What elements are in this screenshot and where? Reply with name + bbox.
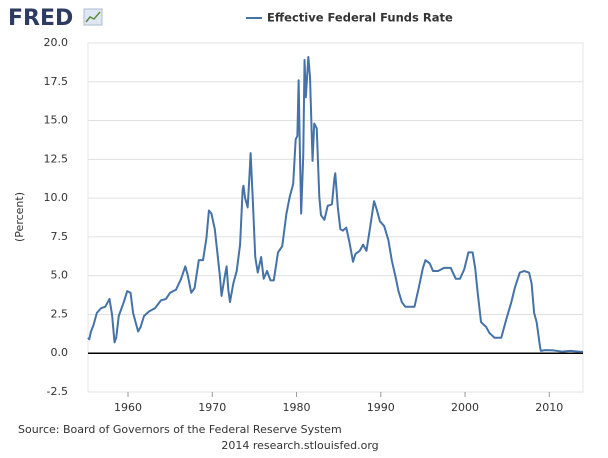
- credit: 2014 research.stlouisfed.org: [221, 439, 378, 452]
- y-tick-label: 20.0: [44, 36, 69, 49]
- y-tick-label: 0.0: [51, 346, 69, 359]
- x-tick-label: 1960: [114, 401, 142, 414]
- y-tick-label: 17.5: [44, 75, 69, 88]
- y-tick-label: 12.5: [44, 152, 69, 165]
- x-tick-label: 1970: [198, 401, 226, 414]
- y-tick-label: 2.5: [51, 307, 69, 320]
- logo-icon: [83, 8, 103, 26]
- y-tick-label: 5.0: [51, 269, 69, 282]
- legend-label: Effective Federal Funds Rate: [267, 11, 453, 25]
- x-tick-label: 2010: [535, 401, 563, 414]
- x-tick-label: 2000: [451, 401, 479, 414]
- series-line: [87, 55, 584, 353]
- y-axis-label: (Percent): [13, 192, 26, 242]
- y-tick-label: 7.5: [51, 230, 69, 243]
- y-tick-label: -2.5: [47, 385, 68, 398]
- y-tick-label: 15.0: [44, 114, 69, 127]
- plot-area: -2.5 0.0 2.5 5.0 7.5 10.0 12.5 15.0 17.5 20.0 1960…: [44, 36, 584, 414]
- x-tick-label: 1980: [283, 401, 311, 414]
- x-tick-label: 1990: [367, 401, 395, 414]
- y-tick-label: 10.0: [44, 191, 69, 204]
- logo: FRED: [8, 6, 73, 31]
- source: Source: Board of Governors of the Federa…: [18, 423, 342, 436]
